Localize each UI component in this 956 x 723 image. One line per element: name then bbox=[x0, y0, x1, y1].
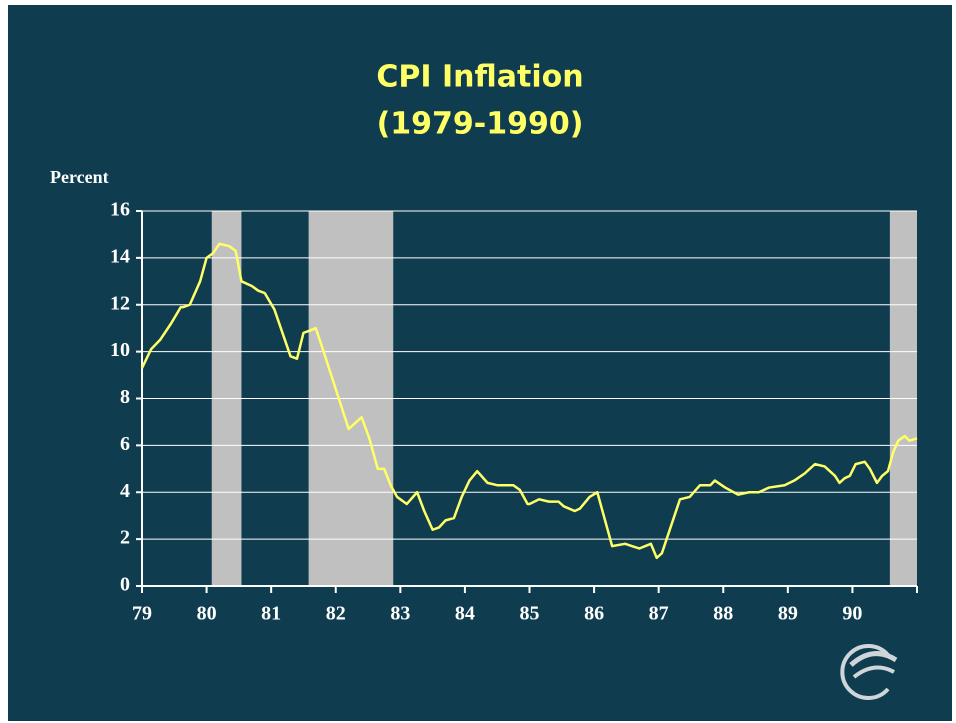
y-tick-label: 12 bbox=[110, 292, 130, 314]
y-tick-label: 0 bbox=[120, 574, 130, 596]
x-tick-label: 90 bbox=[842, 603, 862, 625]
y-tick-label: 4 bbox=[120, 480, 130, 502]
x-tick-label: 89 bbox=[778, 603, 798, 625]
y-tick-label: 10 bbox=[110, 339, 130, 361]
x-tick-label: 86 bbox=[584, 603, 604, 625]
y-tick-label: 2 bbox=[120, 527, 130, 549]
x-tick-label: 84 bbox=[455, 603, 475, 625]
x-tick-label: 83 bbox=[390, 603, 410, 625]
chart-title: CPI Inflation bbox=[376, 60, 583, 95]
chart-subtitle: (1979-1990) bbox=[377, 107, 584, 142]
y-tick-label: 14 bbox=[110, 245, 130, 267]
x-tick-label: 85 bbox=[520, 603, 540, 625]
x-tick-label: 82 bbox=[326, 603, 346, 625]
cpi-line bbox=[140, 242, 918, 560]
x-tick-label: 81 bbox=[261, 603, 281, 625]
chart: CPI Inflation (1979-1990) Percent 024681… bbox=[8, 5, 952, 721]
logo bbox=[840, 644, 898, 700]
x-tick-label: 87 bbox=[649, 603, 669, 625]
y-axis-label: Percent bbox=[50, 167, 109, 187]
y-tick-label: 16 bbox=[110, 199, 130, 221]
x-tick-label: 80 bbox=[197, 603, 217, 625]
y-tick-label: 8 bbox=[120, 386, 130, 408]
background bbox=[8, 5, 952, 721]
x-tick-label: 88 bbox=[713, 603, 733, 625]
y-tick-label: 6 bbox=[120, 433, 130, 455]
x-tick-label: 79 bbox=[132, 603, 152, 625]
